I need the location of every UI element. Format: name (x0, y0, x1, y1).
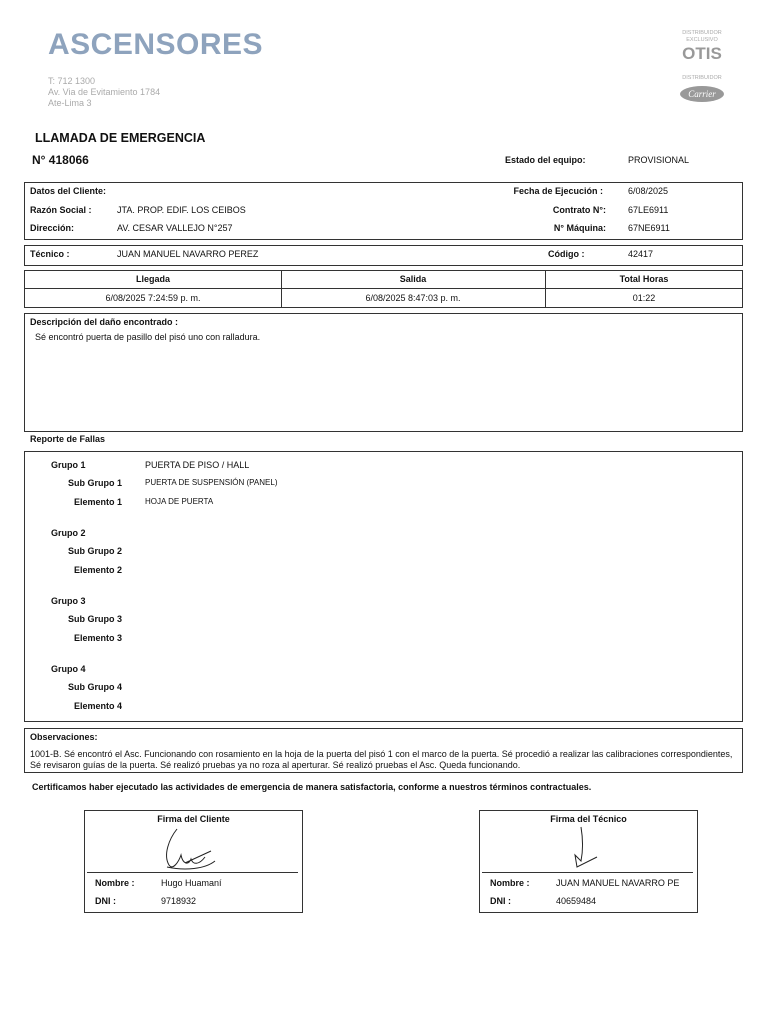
tecnico-dni: 40659484 (556, 896, 597, 906)
fallas-box (24, 451, 743, 722)
estado-label: Estado del equipo: (505, 155, 586, 165)
client-box (24, 182, 743, 240)
header-salida: Salida (399, 274, 427, 284)
llegada-value: 6/08/2025 7:24:59 p. m. (105, 293, 201, 303)
firma-tecnico-box: Firma del Técnico Nombre : JUAN MANUEL N… (479, 810, 698, 913)
fallas-title: Reporte de Fallas (30, 434, 106, 444)
elemento-label: Elemento 1 (73, 497, 122, 507)
contrato-label: Contrato N°: (552, 205, 606, 215)
times-table: Llegada Salida Total Horas 6/08/2025 7:2… (24, 270, 743, 308)
otis-logo: OTIS (682, 44, 722, 63)
descripcion-label: Descripción del daño encontrado : (30, 317, 179, 327)
otis-caption: DISTRIBUIDOR (682, 30, 722, 36)
address: Av. Via de Evitamiento 1784 (48, 87, 161, 97)
tecnico-label: Técnico : (30, 249, 70, 259)
header-total: Total Horas (619, 274, 669, 284)
brand-logo: ASCENSORES (48, 28, 264, 61)
razon-value: JTA. PROP. EDIF. LOS CEIBOS (117, 205, 246, 215)
subgrupo-label: Sub Grupo 1 (68, 478, 122, 488)
elemento-label: Elemento 2 (73, 565, 122, 575)
tecnico-nombre-label: Nombre : (490, 878, 530, 888)
observaciones-text: 1001-B. Sé encontró el Asc. Funcionando … (30, 749, 733, 770)
elemento-label: Elemento 4 (73, 701, 122, 711)
cliente-dni: 9718932 (161, 896, 197, 906)
tecnico-signature (574, 826, 598, 868)
codigo-label: Código : (548, 249, 585, 259)
estado-value: PROVISIONAL (628, 155, 690, 165)
subgrupo-value: PUERTA DE SUSPENSIÓN (PANEL) (145, 478, 278, 487)
header-llegada: Llegada (135, 274, 170, 284)
razon-label: Razón Social : (30, 205, 92, 215)
grupo-label: Grupo 3 (51, 596, 86, 606)
carrier-caption: DISTRIBUIDOR (682, 75, 722, 81)
grupo-value: PUERTA DE PISO / HALL (145, 460, 250, 470)
total-value: 01:22 (632, 293, 656, 303)
grupo-label: Grupo 2 (51, 528, 86, 538)
elemento-label: Elemento 3 (73, 633, 122, 643)
cliente-nombre-label: Nombre : (95, 878, 135, 888)
subgrupo-label: Sub Grupo 3 (68, 614, 122, 624)
tecnico-dni-label: DNI : (490, 896, 511, 906)
salida-value: 6/08/2025 8:47:03 p. m. (365, 293, 461, 303)
tecnico-box (24, 245, 743, 266)
codigo-value: 42417 (628, 249, 654, 259)
datos-label: Datos del Cliente: (30, 186, 107, 196)
direccion-label: Dirección: (30, 223, 75, 233)
cliente-nombre: Hugo Huamaní (161, 878, 222, 888)
observaciones-box (24, 728, 743, 773)
descripcion-box (24, 313, 743, 432)
fecha-value: 6/08/2025 (628, 186, 669, 196)
firma-tecnico-title: Firma del Técnico (550, 814, 627, 824)
subgrupo-label: Sub Grupo 4 (68, 682, 122, 692)
direccion-value: AV. CESAR VALLEJO N°257 (117, 223, 233, 233)
cliente-dni-label: DNI : (95, 896, 116, 906)
tecnico-nombre: JUAN MANUEL NAVARRO PE (556, 878, 680, 888)
city: Ate-Lima 3 (48, 98, 92, 108)
descripcion-text: Sé encontró puerta de pasillo del pisó u… (35, 332, 261, 342)
maquina-value: 67NE6911 (628, 223, 670, 233)
tecnico-value: JUAN MANUEL NAVARRO PEREZ (117, 249, 259, 259)
otis-caption-2: EXCLUSIVO (686, 37, 718, 43)
doc-number: N° 418066 (32, 153, 89, 167)
phone: T: 712 1300 (48, 76, 96, 86)
firma-cliente-box: Firma del Cliente Nombre : Hugo Huamaní … (84, 810, 303, 913)
elemento-value: HOJA DE PUERTA (145, 497, 214, 506)
firma-cliente-title: Firma del Cliente (157, 814, 230, 824)
subgrupo-label: Sub Grupo 2 (68, 546, 122, 556)
fecha-label: Fecha de Ejecución : (513, 186, 603, 196)
maquina-label: N° Máquina: (553, 223, 606, 233)
certificacion-text: Certificamos haber ejecutado las activid… (32, 782, 592, 792)
page-title: LLAMADA DE EMERGENCIA (35, 131, 206, 145)
observaciones-label: Observaciones: (30, 732, 98, 742)
client-signature (166, 828, 216, 870)
grupo-label: Grupo 4 (51, 664, 86, 674)
contrato-value: 67LE6911 (628, 205, 669, 215)
grupo-label: Grupo 1 (51, 460, 86, 470)
carrier-logo: Carrier (680, 86, 724, 102)
